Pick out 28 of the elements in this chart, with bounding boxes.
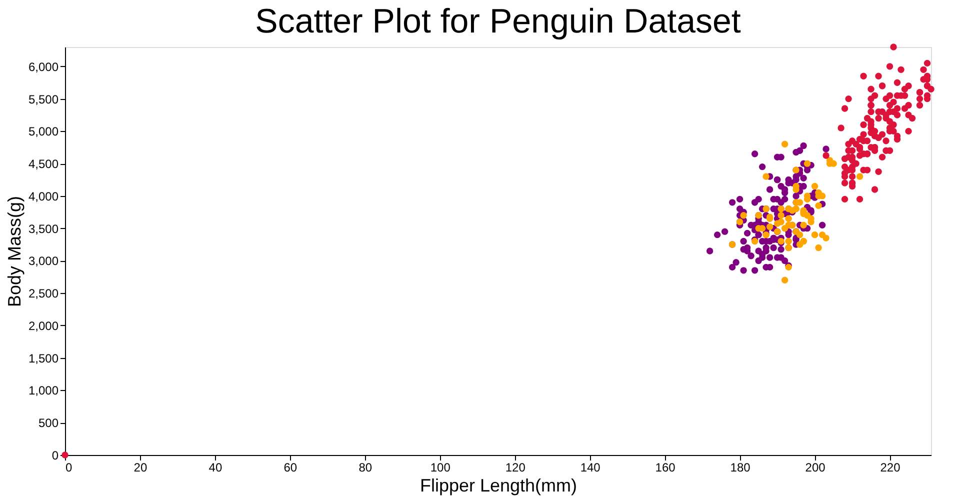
y-tick-label: 2,500 [28,286,59,301]
y-tick-label: 5,000 [28,124,59,139]
y-tick-label: 0 [52,448,59,462]
x-tick-label: 80 [358,460,372,474]
x-tick-label: 140 [580,460,601,474]
y-tick-label: 500 [38,416,59,430]
x-tick-label: 180 [730,460,751,474]
y-axis-title: Body Mass(g) [4,196,24,308]
x-tick-label: 220 [880,460,901,474]
y-tick-label: 3,000 [28,254,59,268]
x-tick-label: 0 [66,460,72,474]
y-tick-label: 3,500 [28,222,59,236]
y-tick-label: 1,500 [28,351,59,366]
y-tick-label: 5,500 [28,92,59,106]
x-tick-label: 20 [134,460,148,474]
y-tick-label: 6,000 [28,60,59,74]
y-tick-label: 2,000 [28,318,59,333]
x-tick-label: 160 [655,460,676,474]
y-tick-label: 4,000 [28,189,59,204]
x-tick-label: 120 [505,460,526,474]
x-tick-label: 100 [430,460,451,474]
y-tick-label: 4,500 [28,157,59,172]
y-tick-label: 1,000 [28,384,59,398]
x-tick-label: 60 [284,460,298,474]
x-axis-title: Flipper Length(mm) [420,476,578,496]
x-tick-label: 40 [208,460,222,474]
chart-title: Scatter Plot for Penguin Dataset [255,2,742,41]
x-tick-label: 200 [805,460,826,474]
